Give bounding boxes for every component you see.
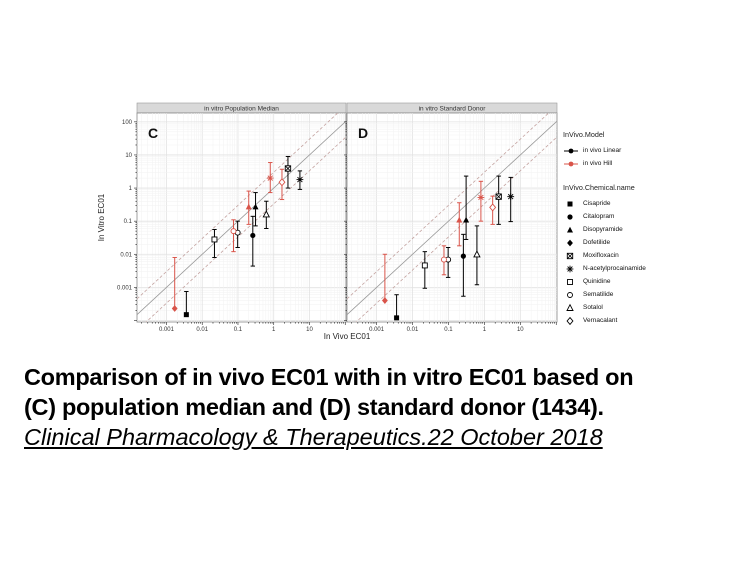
svg-text:0.001: 0.001 <box>117 285 133 291</box>
legend-chemical-item: Moxifloxacin <box>563 249 711 262</box>
legend-chemical-item: Citalopram <box>563 210 711 223</box>
figure-plot: in vitro Population Median C 0.001 0.01 0.1 1… <box>97 102 558 341</box>
svg-text:10: 10 <box>125 153 132 159</box>
svg-text:0.001: 0.001 <box>369 327 385 333</box>
svg-text:0.1: 0.1 <box>444 327 453 333</box>
legend-chemical-item-label: Sotalol <box>583 304 603 311</box>
legend-chemical-item-label: Moxifloxacin <box>583 252 619 259</box>
legend-chemical-item: Quinidine <box>563 275 711 288</box>
caption-line-2: (C) population median and (D) standard d… <box>24 394 604 420</box>
legend-chemical-item: Disopyramide <box>563 223 711 236</box>
legend-chemical-item: N-acetylprocainamide <box>563 262 711 275</box>
legend-model-item-label: in vivo Hill <box>583 160 613 167</box>
svg-text:0.1: 0.1 <box>124 219 133 225</box>
legend-model-title: InVivo.Model <box>563 130 605 139</box>
legend-chemical-item-label: Citalopram <box>583 213 615 220</box>
svg-text:1: 1 <box>129 186 133 192</box>
legend-model-item: in vivo Linear <box>563 144 711 157</box>
panel-C: in vitro Population Median C 0.001 0.01 0.1 1… <box>117 102 347 333</box>
panel-D: in vitro Standard Donor D 0.001 0.01 0.1 1 10 <box>344 102 558 333</box>
panel-letter: C <box>148 125 158 141</box>
figure-legend: InVivo.Model in vivo Linear in vivo Hill … <box>563 130 711 327</box>
legend-chemical-item-label: Sematilide <box>583 291 614 298</box>
legend-chemical-item-label: N-acetylprocainamide <box>583 265 646 272</box>
caption-citation[interactable]: Clinical Pharmacology & Therapeutics.22 … <box>24 424 603 450</box>
svg-text:0.1: 0.1 <box>234 327 243 333</box>
legend-chemical-item: Sotalol <box>563 301 711 314</box>
figure-caption: Comparison of in vivo EC01 with in vitro… <box>24 362 740 453</box>
x-axis-label: In Vivo EC01 <box>324 332 371 341</box>
panel-letter: D <box>358 125 368 141</box>
legend-chemical-items: Cisapride Citalopram Disopyramide Dofetilid… <box>563 197 711 327</box>
legend-chemical-item-label: Disopyramide <box>583 226 623 233</box>
legend-model-items: in vivo Linear in vivo Hill <box>563 144 711 170</box>
svg-text:0.01: 0.01 <box>196 327 208 333</box>
legend-chemical-item-label: Cisapride <box>583 200 611 207</box>
legend-chemical-item-label: Vernacalant <box>583 317 618 324</box>
legend-chemical-item-label: Quinidine <box>583 278 611 285</box>
legend-chemical-item: Dofetilide <box>563 236 711 249</box>
panel-strip-title: in vitro Population Median <box>204 105 279 112</box>
legend-chemical-title: InVivo.Chemical.name <box>563 183 635 192</box>
legend-chemical-item: Sematilide <box>563 288 711 301</box>
y-axis-label: In Vitro EC01 <box>97 193 106 241</box>
legend-chemical-item: Cisapride <box>563 197 711 210</box>
legend-model-item: in vivo Hill <box>563 157 711 170</box>
legend-model-item-label: in vivo Linear <box>583 147 622 154</box>
legend-chemical-item: Vernacalant <box>563 314 711 327</box>
svg-text:0.01: 0.01 <box>120 252 132 258</box>
panel-strip-title: in vitro Standard Donor <box>419 105 487 112</box>
caption-line-1: Comparison of in vivo EC01 with in vitro… <box>24 364 634 390</box>
svg-text:1: 1 <box>272 327 276 333</box>
svg-text:0.01: 0.01 <box>407 327 419 333</box>
svg-text:1: 1 <box>483 327 487 333</box>
svg-text:10: 10 <box>517 327 524 333</box>
svg-text:10: 10 <box>306 327 313 333</box>
legend-chemical-item-label: Dofetilide <box>583 239 611 246</box>
svg-text:100: 100 <box>122 120 133 126</box>
svg-text:0.001: 0.001 <box>159 327 175 333</box>
